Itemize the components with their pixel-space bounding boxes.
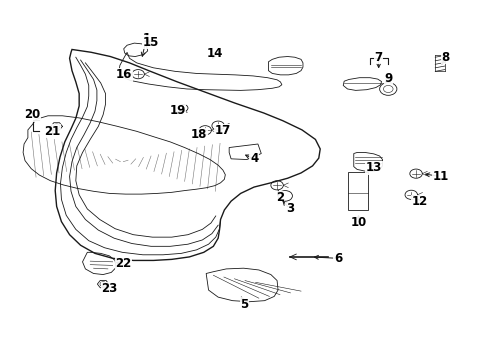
Text: 19: 19 bbox=[169, 104, 185, 117]
Text: 9: 9 bbox=[384, 72, 391, 85]
Text: 2: 2 bbox=[276, 191, 284, 204]
Text: 14: 14 bbox=[206, 47, 223, 60]
Text: 21: 21 bbox=[43, 125, 60, 138]
Text: 20: 20 bbox=[24, 108, 41, 121]
Bar bbox=[347, 172, 367, 210]
Text: 23: 23 bbox=[101, 282, 117, 295]
Text: 15: 15 bbox=[142, 36, 159, 49]
Text: 7: 7 bbox=[374, 51, 382, 64]
Text: 11: 11 bbox=[432, 170, 448, 183]
Text: 5: 5 bbox=[240, 298, 248, 311]
Text: 13: 13 bbox=[365, 161, 381, 174]
Text: 3: 3 bbox=[285, 202, 293, 215]
Text: 17: 17 bbox=[214, 124, 231, 137]
Text: 10: 10 bbox=[350, 216, 366, 229]
Text: 16: 16 bbox=[115, 68, 132, 81]
Text: 12: 12 bbox=[410, 195, 427, 208]
Text: 1: 1 bbox=[142, 32, 150, 45]
Text: 6: 6 bbox=[333, 252, 342, 265]
Text: 4: 4 bbox=[249, 152, 258, 165]
Text: 22: 22 bbox=[115, 257, 132, 270]
Text: 8: 8 bbox=[441, 51, 449, 64]
Text: 18: 18 bbox=[190, 129, 207, 141]
